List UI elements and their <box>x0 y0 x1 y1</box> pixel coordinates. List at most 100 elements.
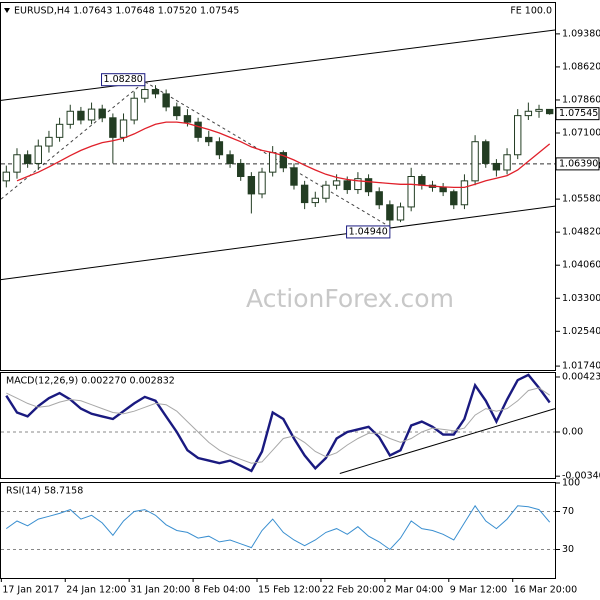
candle-body <box>471 141 479 182</box>
trendline <box>0 205 556 281</box>
y-tick-label: 1.02540 <box>562 326 600 337</box>
candle-body <box>322 184 330 199</box>
candle-body <box>514 115 522 156</box>
candle-body <box>130 97 138 121</box>
candle-body <box>545 108 554 115</box>
x-tick-label: 2 Mar 04:00 <box>386 585 443 596</box>
y-tick-label: 1.04060 <box>562 260 600 271</box>
x-tick-label: 9 Mar 12:00 <box>450 585 507 596</box>
annotation-box <box>346 225 391 239</box>
candle-body <box>450 191 458 206</box>
candle-body <box>396 206 405 221</box>
y-tick-label: 1.09380 <box>562 28 600 39</box>
corner-label: FE 100.0 <box>510 6 552 17</box>
annotation-label: 1.08280 <box>104 74 143 85</box>
trendline <box>0 29 556 101</box>
series-line <box>5 373 551 473</box>
candle-body <box>109 117 117 138</box>
y-tick-label: 1.04820 <box>562 227 600 238</box>
candle-body <box>98 108 106 119</box>
y-tick-label: 1.05580 <box>562 194 600 205</box>
candle-body <box>343 180 351 191</box>
price-label: 1.06390 <box>559 158 598 169</box>
candle-body <box>13 154 21 173</box>
price-label-box <box>555 107 600 121</box>
candle-body <box>2 171 11 182</box>
y-tick-label: 1.03300 <box>562 293 600 304</box>
candle-body <box>460 180 469 206</box>
candle-body <box>258 171 266 195</box>
annotation-label: 1.04940 <box>349 226 388 237</box>
trendline <box>0 81 391 228</box>
candle-body <box>87 108 96 121</box>
candle-body <box>386 204 394 221</box>
menu-icon <box>4 8 10 13</box>
candle-body <box>34 145 42 164</box>
y-tick-label: 1.07100 <box>562 128 600 139</box>
x-tick-label: 17 Jan 2017 <box>2 585 59 596</box>
candle-body <box>407 175 415 208</box>
candle-body <box>66 110 74 125</box>
watermark: ActionForex.com <box>246 284 454 313</box>
price-label-box <box>555 157 600 171</box>
candle-body <box>162 93 170 108</box>
candle-body <box>300 184 309 204</box>
trendline <box>339 408 556 474</box>
candle-body <box>354 178 362 191</box>
y-tick-label: 0.00 <box>562 426 583 437</box>
price-label: 1.07545 <box>559 108 598 119</box>
y-tick-label: 1.07860 <box>562 94 600 105</box>
candle-body <box>237 162 245 177</box>
annotation-box <box>101 73 146 87</box>
x-tick-label: 31 Jan 20:00 <box>130 585 190 596</box>
candle-body <box>77 110 85 121</box>
panel-title: MACD(12,26,9) 0.002270 0.002832 <box>6 376 175 387</box>
candle-body <box>332 180 341 186</box>
candle-body <box>311 197 319 204</box>
candle-body <box>439 186 447 193</box>
candle-body <box>226 154 234 164</box>
candle-body <box>535 108 543 112</box>
candle-body <box>151 89 160 95</box>
y-tick-label: 1.08620 <box>562 61 600 72</box>
x-tick-label: 24 Jan 12:00 <box>66 585 126 596</box>
candle-body <box>205 136 213 143</box>
candle-body <box>55 123 64 138</box>
candle-body <box>194 121 202 138</box>
candle-body <box>268 152 277 173</box>
panel-title: RSI(14) 58.7158 <box>6 486 83 497</box>
candle-body <box>503 154 511 171</box>
candle-body <box>45 136 53 147</box>
candle-body <box>23 154 32 164</box>
candle-body <box>141 89 149 99</box>
macd-panel <box>0 372 556 479</box>
x-tick-label: 16 Mar 20:00 <box>514 585 577 596</box>
candle-body <box>364 178 373 193</box>
candle-body <box>418 175 426 186</box>
candle-body <box>279 152 288 169</box>
y-tick-label: 100 <box>562 478 580 489</box>
candle-body <box>482 141 490 164</box>
x-tick-label: 8 Feb 04:00 <box>194 585 250 596</box>
y-tick-label: -0.003404 <box>562 471 600 482</box>
candle-body <box>290 167 298 186</box>
series-line <box>6 504 551 551</box>
candle-body <box>492 162 501 171</box>
moving-average <box>16 121 551 189</box>
candle-body <box>524 110 533 117</box>
y-tick-label: 70 <box>562 506 574 517</box>
candle-body <box>183 115 192 123</box>
candle-body <box>119 119 128 138</box>
candle-body <box>215 141 224 156</box>
y-tick-label: 1.01740 <box>562 361 600 372</box>
y-tick-label: 30 <box>562 544 574 555</box>
y-tick-label: 0.004238 <box>562 371 600 382</box>
price-panel <box>0 2 556 371</box>
rsi-panel <box>0 482 556 579</box>
series-line <box>6 387 550 464</box>
x-tick-label: 22 Feb 20:00 <box>322 585 384 596</box>
x-tick-label: 15 Feb 12:00 <box>258 585 320 596</box>
candle-body <box>247 175 256 195</box>
candle-body <box>173 106 181 117</box>
